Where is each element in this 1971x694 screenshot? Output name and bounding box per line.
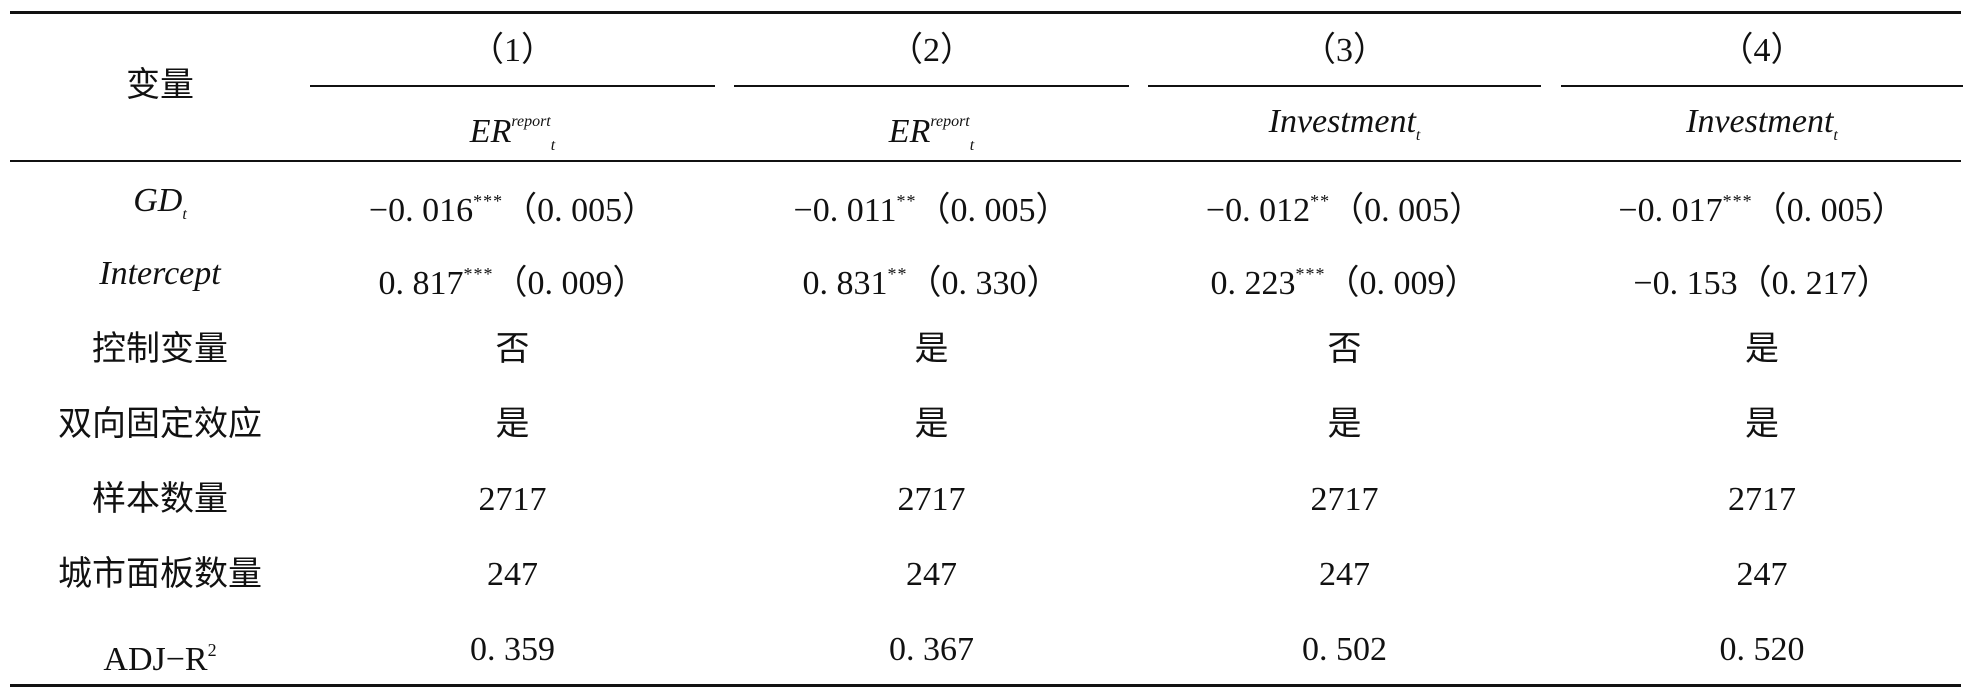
column-1-dependent-variable: ERreportt — [469, 113, 556, 154]
sample-cell-3: 2717 — [1310, 481, 1379, 518]
intercept-cell-2: 0. 831**（0. 330） — [802, 264, 1061, 302]
sample-cell-1: 2717 — [478, 481, 547, 518]
panels-cell-4: 247 — [1736, 556, 1788, 593]
adj-r2-cell-3: 0. 502 — [1302, 631, 1387, 668]
table-bottom-rule — [10, 684, 1961, 687]
adj-r2-cell-4: 0. 520 — [1719, 631, 1805, 668]
row-label-adj-r2: ADJ−R2 — [103, 640, 217, 678]
table-top-rule — [10, 11, 1961, 14]
adj-r2-cell-1: 0. 359 — [470, 631, 555, 668]
adj-r2-cell-2: 0. 367 — [889, 631, 974, 668]
column-3-number: （3） — [1302, 32, 1387, 69]
controls-cell-2: 是 — [914, 331, 949, 368]
gd-cell-1: −0. 016***（0. 005） — [368, 191, 657, 229]
intercept-cell-4: −0. 153（0. 217） — [1633, 265, 1891, 302]
row-label-controls: 控制变量 — [92, 331, 228, 368]
gd-cell-2: −0. 011**（0. 005） — [793, 191, 1070, 229]
column-2-dependent-variable: ERreportt — [888, 113, 975, 154]
controls-cell-3: 否 — [1327, 331, 1362, 368]
fixed-effects-cell-3: 是 — [1327, 406, 1362, 443]
controls-cell-1: 否 — [495, 331, 530, 368]
gd-cell-4: −0. 017***（0. 005） — [1618, 191, 1906, 229]
column-2-number: （2） — [889, 32, 974, 69]
row-label-intercept: Intercept — [99, 255, 221, 292]
fixed-effects-cell-1: 是 — [495, 406, 530, 443]
gd-cell-3: −0. 012**（0. 005） — [1205, 191, 1484, 229]
column-1-number: （1） — [470, 32, 555, 69]
column-3-subrule — [1148, 85, 1541, 87]
fixed-effects-cell-4: 是 — [1745, 406, 1779, 443]
column-3-dependent-variable: Investmentt — [1268, 103, 1421, 144]
intercept-cell-3: 0. 223***（0. 009） — [1210, 264, 1479, 302]
column-4-dependent-variable: Investmentt — [1686, 103, 1838, 144]
column-1-subrule — [310, 85, 715, 87]
row-label-city-panels: 城市面板数量 — [58, 556, 262, 593]
table-header-rule — [10, 160, 1961, 162]
column-2-subrule — [734, 85, 1129, 87]
controls-cell-4: 是 — [1745, 331, 1779, 368]
variable-header: 变量 — [126, 67, 194, 104]
column-4-subrule — [1561, 85, 1963, 87]
column-4-number: （4） — [1719, 32, 1805, 69]
sample-cell-2: 2717 — [897, 481, 966, 518]
intercept-cell-1: 0. 817***（0. 009） — [378, 264, 647, 302]
panels-cell-2: 247 — [906, 556, 957, 593]
row-label-sample-size: 样本数量 — [92, 481, 228, 518]
sample-cell-4: 2717 — [1728, 481, 1796, 518]
fixed-effects-cell-2: 是 — [914, 406, 949, 443]
panels-cell-3: 247 — [1319, 556, 1370, 593]
panels-cell-1: 247 — [487, 556, 538, 593]
row-label-gd: GDt — [133, 182, 187, 223]
row-label-fixed-effects: 双向固定效应 — [58, 406, 262, 443]
